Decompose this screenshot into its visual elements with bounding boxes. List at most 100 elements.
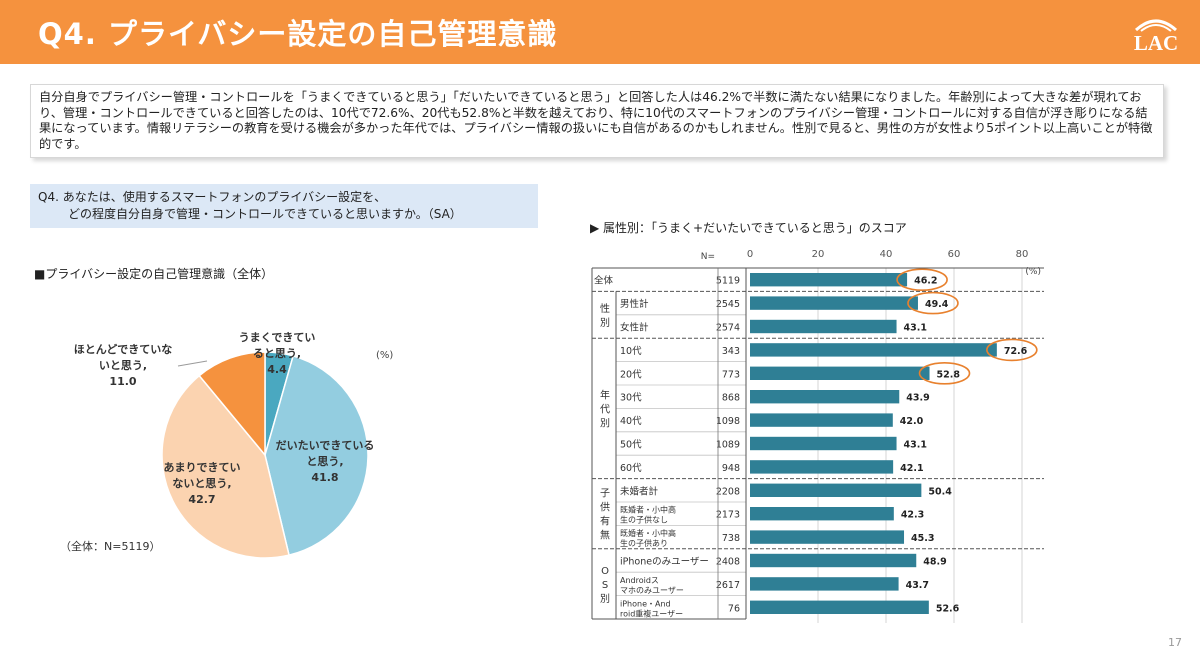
bar-value-label: 43.1: [904, 323, 927, 334]
row-label-cont: マホのみユーザー: [620, 586, 684, 595]
bar-value-label: 43.9: [906, 393, 929, 404]
row-label-cont: 生の子供あり: [620, 538, 668, 548]
bar: [750, 319, 897, 334]
bar: [750, 553, 917, 568]
bar-value-label: 42.3: [901, 510, 924, 521]
row-n: 773: [722, 369, 740, 380]
row-n: 2408: [716, 557, 740, 568]
pie-slice-label: うまくできてい ると思う, 4.4: [222, 330, 332, 378]
group-label-char: 年: [600, 388, 610, 401]
bar: [750, 507, 894, 521]
row-n: 2208: [716, 486, 740, 497]
row-n: 5119: [716, 276, 740, 287]
bar: [750, 436, 897, 451]
row-n: 76: [728, 603, 740, 614]
bar-value-label: 43.1: [904, 440, 927, 451]
row-label: 60代: [620, 463, 642, 474]
x-tick-label: 0: [747, 249, 753, 260]
row-label: 既婚者・小中高: [620, 528, 676, 538]
x-tick-label: 40: [880, 249, 893, 260]
row-label: iPhoneのみユーザー: [620, 557, 709, 568]
bar: [750, 483, 922, 497]
group-label-char: 有: [600, 515, 610, 528]
x-tick-label: 20: [812, 249, 825, 260]
question-box: Q4. あなたは、使用するスマートフォンのプライバシー設定を、 どの程度自分自身…: [30, 184, 538, 228]
row-n: 2545: [716, 299, 740, 310]
pie-slice-value: 42.7: [188, 493, 216, 506]
group-label-char: 別: [600, 593, 610, 605]
row-label: 40代: [620, 416, 642, 427]
bar: [750, 413, 893, 427]
row-n: 2173: [716, 510, 740, 521]
row-n: 1098: [716, 416, 740, 427]
row-label: 男性計: [620, 298, 649, 310]
row-label: Androidス: [620, 576, 659, 585]
group-label-char: 別: [600, 417, 610, 429]
bar-chart-title: ▶ 属性別：「うまく+だいたいできていると思う」のスコア: [590, 221, 907, 235]
pie-chart-title: ■プライバシー設定の自己管理意識（全体）: [34, 267, 274, 281]
group-label-char: 代: [600, 403, 610, 415]
row-label: 既婚者・小中高: [620, 505, 676, 515]
highlight-ellipse: [986, 338, 1038, 362]
page-number: 17: [1168, 636, 1182, 649]
group-label-char: 性: [600, 302, 610, 315]
bar-value-label: 42.0: [900, 416, 924, 427]
bar-value-label: 49.4: [925, 299, 949, 310]
row-label: 10代: [620, 346, 642, 357]
bar: [750, 343, 997, 357]
group-label-char: 別: [600, 317, 610, 329]
bar-value-label: 52.8: [937, 369, 961, 380]
row-n: 1089: [716, 440, 740, 451]
pie-slice-value: 11.0: [109, 375, 137, 388]
row-n: 738: [722, 533, 740, 544]
summary-box: 自分自身でプライバシー管理・コントロールを「うまくできていると思う」「だいたいで…: [30, 84, 1164, 158]
pie-slice-value: 41.8: [311, 471, 339, 484]
bar-value-label: 50.4: [928, 486, 952, 497]
bar: [750, 460, 894, 474]
group-label-char: 子: [600, 488, 610, 500]
bar-unit-label: (%): [1025, 267, 1041, 277]
bar: [750, 577, 899, 591]
row-label: 30代: [620, 393, 642, 404]
page-title: Q4. プライバシー設定の自己管理意識: [38, 17, 558, 51]
row-label: 20代: [620, 369, 642, 380]
row-n: 2617: [716, 580, 740, 591]
pie-chart: [161, 351, 369, 559]
question-line-1: Q4. あなたは、使用するスマートフォンのプライバシー設定を、: [38, 190, 387, 204]
pie-leader-line: [177, 360, 208, 367]
group-label-char: 無: [600, 529, 610, 542]
pie-total-note: （全体：N=5119）: [60, 540, 161, 553]
bar: [750, 600, 929, 614]
row-label: 全体: [594, 275, 614, 287]
group-label-char: S: [602, 580, 608, 591]
bar-value-label: 42.1: [900, 463, 923, 474]
pie-unit-label: (%): [376, 350, 394, 361]
bar: [750, 366, 930, 380]
highlight-ellipse: [896, 268, 948, 292]
pie-slice: [198, 351, 266, 458]
bar: [750, 273, 908, 287]
group-label-char: 供: [600, 501, 610, 514]
highlight-ellipse: [907, 291, 959, 315]
bar-value-label: 45.3: [911, 533, 934, 544]
bar-value-label: 43.7: [906, 580, 929, 591]
bar-value-label: 72.6: [1004, 346, 1028, 357]
row-label: 女性計: [620, 322, 649, 334]
pie-slice: [161, 374, 290, 559]
group-label-char: O: [601, 566, 609, 577]
bar: [750, 390, 900, 404]
row-label: iPhone・And: [620, 599, 671, 608]
pie-slice-label: だいたいできている と思う, 41.8: [258, 438, 392, 486]
row-n: 868: [722, 393, 740, 404]
x-tick-label: 60: [948, 249, 961, 260]
row-label: 未婚者計: [620, 485, 659, 497]
bar: [750, 296, 918, 310]
lac-logo: LAC: [1134, 19, 1178, 54]
bar: [750, 530, 905, 544]
highlight-ellipse: [918, 362, 971, 385]
bar-value-label: 48.9: [923, 557, 946, 568]
pie-slice-label: あまりできてい ないと思う, 42.7: [142, 460, 262, 508]
pie-slice: [264, 354, 369, 557]
bar-value-label: 52.6: [936, 603, 960, 614]
